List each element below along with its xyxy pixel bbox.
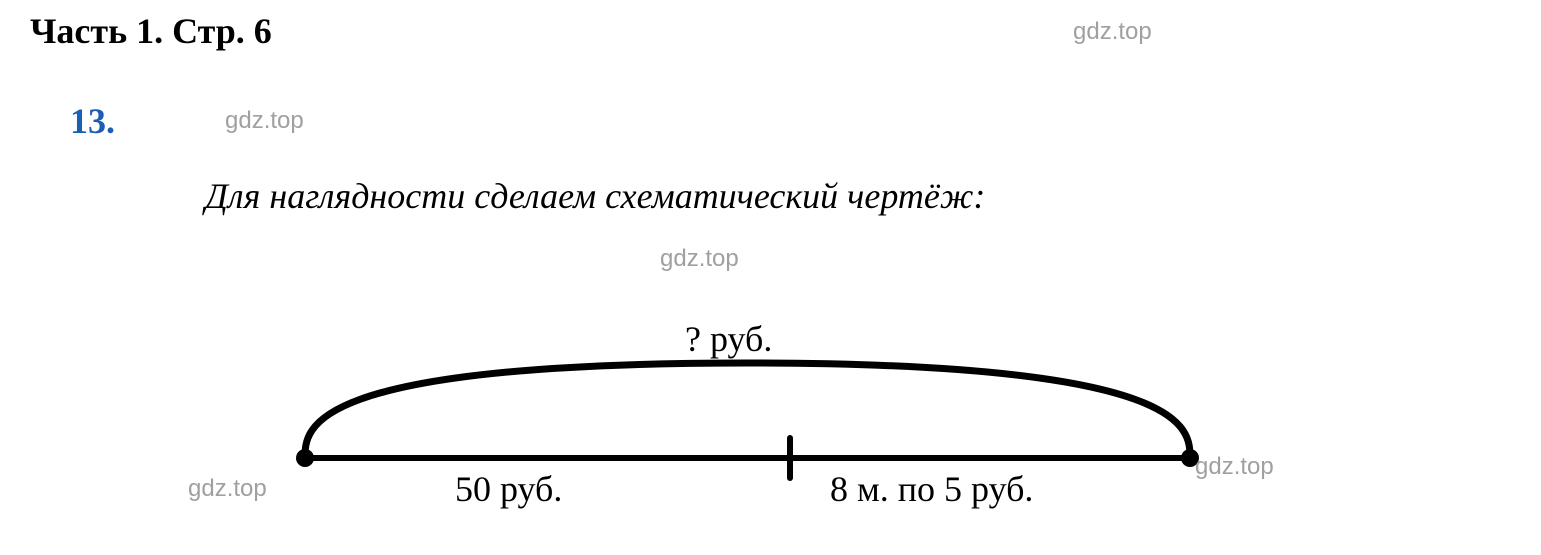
arc-top-label: ? руб. [685,318,772,360]
diagram [0,0,1541,555]
watermark: gdz.top [1073,18,1152,46]
left-endpoint [296,449,314,467]
watermark: gdz.top [188,475,267,503]
page-root: Часть 1. Стр. 6 13. Для наглядности сдел… [0,0,1541,555]
watermark: gdz.top [225,107,304,135]
arc [305,363,1190,458]
right-segment-label: 8 м. по 5 руб. [830,468,1033,510]
left-segment-label: 50 руб. [455,468,562,510]
watermark: gdz.top [1195,453,1274,481]
watermark: gdz.top [660,245,739,273]
